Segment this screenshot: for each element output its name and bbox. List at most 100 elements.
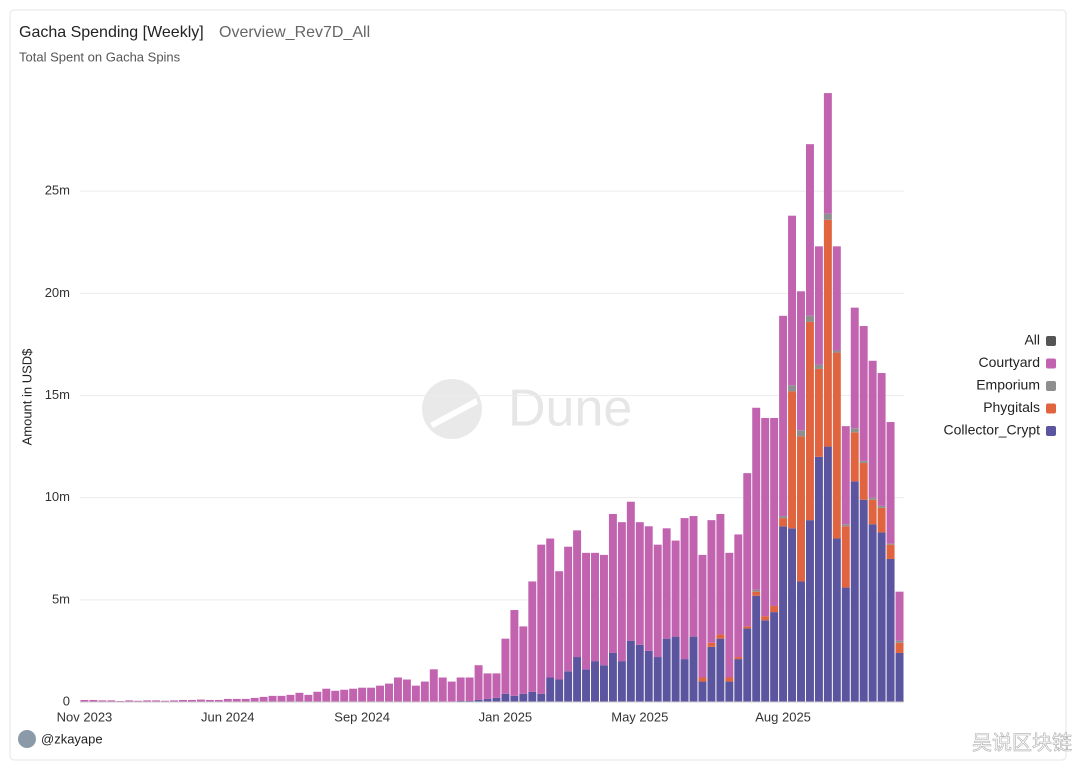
x-tick-label: Jun 2024 <box>201 709 255 724</box>
bar-segment <box>349 688 358 702</box>
bar-segment <box>465 677 474 701</box>
legend-label[interactable]: Emporium <box>976 377 1040 393</box>
bar-segment <box>877 505 886 508</box>
bar-segment <box>716 634 725 639</box>
bar-segment <box>788 391 797 529</box>
x-tick-label: Aug 2025 <box>755 709 811 724</box>
bar-segment <box>519 626 528 694</box>
legend-label[interactable]: Phygitals <box>983 399 1040 415</box>
bar-segment <box>698 554 707 678</box>
bar-segment <box>671 540 680 637</box>
bar-segment <box>268 695 277 702</box>
bar-segment <box>805 520 814 702</box>
bar-segment <box>770 417 779 606</box>
author[interactable]: @zkayape <box>41 731 103 746</box>
bar-segment <box>707 520 716 643</box>
bar-segment <box>832 352 841 539</box>
bar-segment <box>313 691 322 702</box>
legend-swatch <box>1046 426 1056 436</box>
bar-segment <box>886 558 895 702</box>
bar-segment <box>286 694 295 702</box>
bar-segment <box>161 700 170 702</box>
bar-segment <box>205 699 214 702</box>
plot-area: 0 5m 10m 15m 20m 25m Nov 2023 Jun 2024 Sep 2024 J… <box>45 93 1056 724</box>
bar-segment <box>564 671 573 702</box>
bar-segment <box>743 626 752 629</box>
bar-segment <box>644 650 653 702</box>
bar-segment <box>564 546 573 672</box>
legend-label[interactable]: All <box>1024 332 1040 348</box>
bar-segment <box>474 699 483 702</box>
chart-subtitle: Overview_Rev7D_All <box>219 24 370 41</box>
bar-segment <box>447 681 456 702</box>
bar-segment <box>761 616 770 621</box>
bar-segment <box>823 219 832 447</box>
bar-segment <box>608 652 617 702</box>
bar-segment <box>698 677 707 682</box>
bar-segment <box>214 699 223 702</box>
bar-segment <box>823 213 832 220</box>
bar-segment <box>492 673 501 698</box>
bar-segment <box>823 446 832 702</box>
bar-segment <box>868 360 877 498</box>
legend-swatch <box>1046 336 1056 346</box>
bar-segment <box>402 679 411 702</box>
bar-segment <box>662 638 671 702</box>
bar-segment <box>805 315 814 322</box>
bar-segment <box>438 677 447 702</box>
bar-segment <box>143 700 152 702</box>
bar-segment <box>653 544 662 658</box>
x-tick-label: Sep 2024 <box>334 709 390 724</box>
bar-segment <box>859 462 868 500</box>
x-tick-label: May 2025 <box>611 709 668 724</box>
bar-segment <box>788 215 797 386</box>
bar-segment <box>743 473 752 627</box>
bar-segment <box>797 581 805 702</box>
author-avatar <box>18 730 36 748</box>
bar-segment <box>555 679 564 702</box>
bar-segment <box>797 430 805 437</box>
bar-segment <box>814 364 823 369</box>
bar-segment <box>644 526 653 651</box>
bar-segment <box>662 528 671 639</box>
bar-segment <box>591 552 599 662</box>
bar-segment <box>134 700 143 702</box>
bar-segment <box>635 644 644 702</box>
bar-segment <box>429 669 438 702</box>
bar-segment <box>779 526 788 702</box>
bar-segment <box>510 695 519 702</box>
bar-segment <box>877 373 886 506</box>
bar-segment <box>797 291 805 431</box>
bar-segment <box>779 518 788 527</box>
bar-segment <box>232 698 241 702</box>
bar-segment <box>832 538 841 702</box>
bar-segment <box>501 693 510 702</box>
bar-segment <box>788 385 797 392</box>
chart-caption: Total Spent on Gacha Spins <box>19 49 181 64</box>
bar-segment <box>358 687 367 702</box>
bar-segment <box>725 677 734 682</box>
bar-segment <box>877 532 886 702</box>
bar-segment <box>752 589 761 592</box>
bar-segment <box>456 677 465 701</box>
legend-label[interactable]: Collector_Crypt <box>944 422 1041 438</box>
bar-segment <box>582 669 591 702</box>
legend-swatch <box>1046 381 1056 391</box>
bar-segment <box>635 522 644 645</box>
bar-segment <box>841 587 850 702</box>
bar-segment <box>608 514 617 653</box>
bar-segment <box>886 544 895 559</box>
watermark-text: Dune <box>508 380 632 438</box>
y-tick-label: 20m <box>45 285 70 300</box>
legend-label[interactable]: Courtyard <box>979 354 1040 370</box>
bar-segment <box>582 552 591 670</box>
bar-segment <box>80 699 89 702</box>
bar-segment <box>617 522 626 662</box>
bar-segment <box>779 315 788 517</box>
bar-segment <box>573 657 582 702</box>
bar-segment <box>98 700 107 702</box>
bar-segment <box>376 685 385 702</box>
bar-segment <box>761 417 770 617</box>
y-tick-label: 10m <box>45 489 70 504</box>
